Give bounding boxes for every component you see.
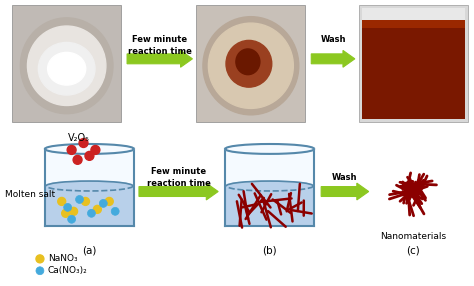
Text: NaNO₃: NaNO₃ bbox=[48, 254, 77, 263]
Text: (a): (a) bbox=[82, 246, 97, 256]
Circle shape bbox=[93, 205, 101, 213]
Text: Few minute: Few minute bbox=[151, 167, 206, 176]
FancyBboxPatch shape bbox=[359, 5, 468, 122]
Bar bbox=[46, 186, 133, 226]
Ellipse shape bbox=[47, 52, 86, 85]
FancyArrow shape bbox=[321, 183, 369, 200]
Text: (b): (b) bbox=[263, 246, 277, 256]
Ellipse shape bbox=[46, 181, 133, 191]
Ellipse shape bbox=[38, 42, 95, 95]
Text: Molten salt: Molten salt bbox=[5, 190, 55, 199]
Circle shape bbox=[85, 151, 94, 160]
Circle shape bbox=[79, 138, 88, 148]
Bar bbox=[225, 149, 314, 226]
Ellipse shape bbox=[45, 144, 134, 154]
FancyBboxPatch shape bbox=[12, 5, 121, 122]
FancyArrow shape bbox=[311, 50, 355, 67]
Ellipse shape bbox=[226, 181, 313, 191]
Circle shape bbox=[100, 199, 107, 207]
FancyArrow shape bbox=[139, 183, 218, 200]
Text: Wash: Wash bbox=[320, 35, 346, 43]
Text: Ca(NO₃)₂: Ca(NO₃)₂ bbox=[48, 266, 88, 275]
Ellipse shape bbox=[236, 49, 260, 75]
Circle shape bbox=[88, 209, 95, 217]
Text: Wash: Wash bbox=[332, 173, 358, 182]
Bar bbox=[362, 20, 465, 119]
Ellipse shape bbox=[226, 40, 272, 87]
Ellipse shape bbox=[203, 17, 299, 115]
Text: (c): (c) bbox=[406, 246, 420, 256]
Circle shape bbox=[67, 146, 76, 154]
FancyBboxPatch shape bbox=[196, 5, 305, 122]
Circle shape bbox=[111, 207, 119, 215]
Circle shape bbox=[36, 267, 44, 275]
Text: Few minute: Few minute bbox=[132, 35, 187, 43]
Text: reaction time: reaction time bbox=[128, 47, 191, 56]
Circle shape bbox=[68, 215, 75, 223]
Bar bbox=[226, 186, 313, 226]
Ellipse shape bbox=[27, 26, 106, 106]
Circle shape bbox=[36, 255, 44, 263]
Bar bbox=[45, 149, 134, 226]
Bar bbox=[362, 20, 465, 28]
Ellipse shape bbox=[20, 18, 113, 114]
Ellipse shape bbox=[209, 23, 293, 108]
Circle shape bbox=[105, 197, 113, 205]
FancyArrow shape bbox=[127, 50, 192, 67]
Circle shape bbox=[58, 197, 66, 205]
Ellipse shape bbox=[225, 144, 314, 154]
Text: V₂O₅: V₂O₅ bbox=[68, 133, 90, 143]
Bar bbox=[362, 8, 465, 20]
Text: Nanomaterials: Nanomaterials bbox=[380, 232, 447, 241]
Circle shape bbox=[70, 207, 78, 215]
Circle shape bbox=[75, 196, 83, 203]
Text: reaction time: reaction time bbox=[146, 179, 210, 188]
Circle shape bbox=[82, 197, 90, 205]
Circle shape bbox=[64, 203, 72, 211]
Circle shape bbox=[73, 155, 82, 164]
Circle shape bbox=[91, 146, 100, 154]
Circle shape bbox=[62, 209, 70, 217]
